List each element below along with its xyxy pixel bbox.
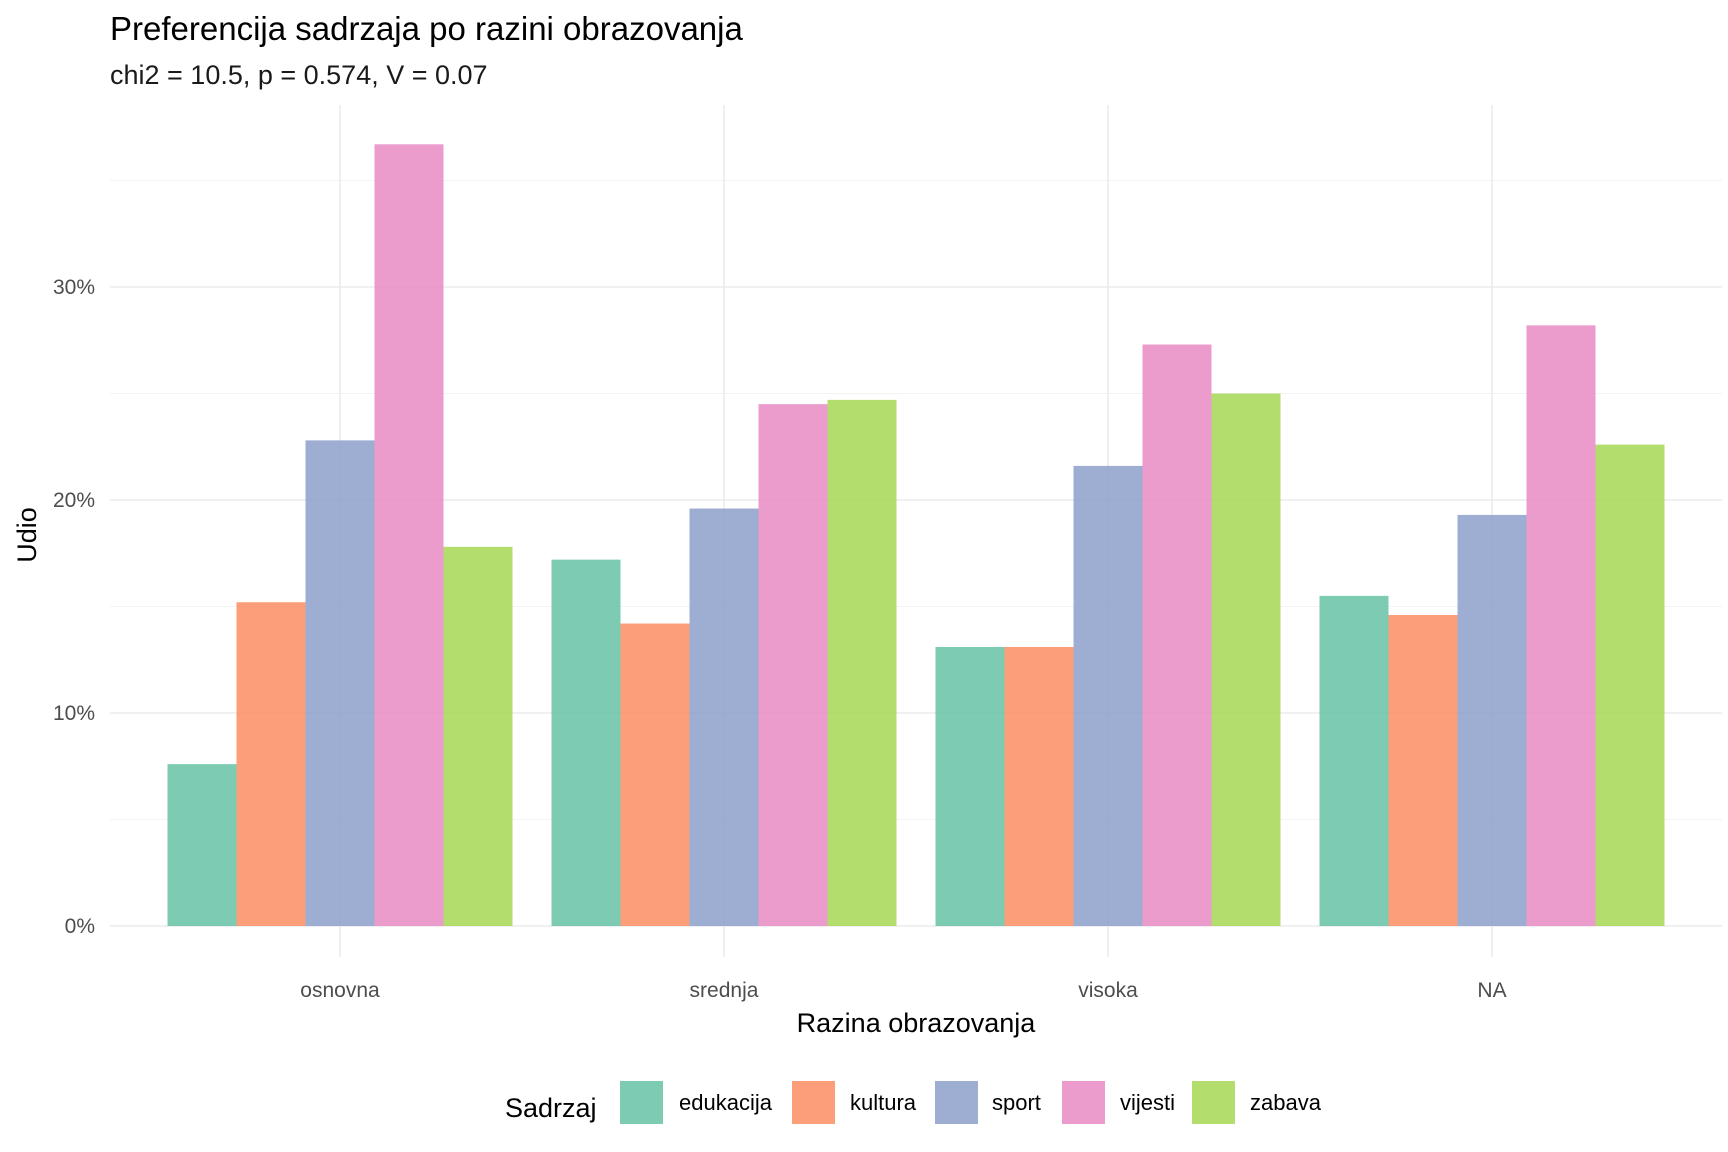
bar-sport-srednja <box>689 508 759 926</box>
x-tick-label: NA <box>1477 979 1506 1002</box>
bar-sport-osnovna <box>305 440 375 926</box>
legend-label-zabava: zabava <box>1250 1090 1322 1115</box>
y-axis-ticks: 0% 10% 20% 30% <box>53 276 95 938</box>
legend-key-edukacija <box>620 1081 663 1124</box>
legend-label-kultura: kultura <box>850 1090 917 1115</box>
x-tick-label: osnovna <box>300 979 380 1002</box>
legend-key-zabava <box>1192 1081 1235 1124</box>
x-tick-label: visoka <box>1078 979 1138 1002</box>
bar-zabava-visoka <box>1211 393 1281 926</box>
x-axis-title: Razina obrazovanja <box>797 1008 1037 1038</box>
bar-vijesti-osnovna <box>374 144 444 927</box>
bar-edukacija-NA <box>1319 595 1389 926</box>
y-axis-title: Udio <box>12 507 42 563</box>
bar-edukacija-osnovna <box>167 764 237 926</box>
bar-edukacija-visoka <box>935 646 1005 926</box>
bar-zabava-NA <box>1595 444 1665 926</box>
bar-kultura-osnovna <box>236 602 306 926</box>
bar-sport-visoka <box>1073 465 1143 926</box>
x-tick-label: srednja <box>690 979 759 1002</box>
legend-label-sport: sport <box>992 1090 1041 1115</box>
y-tick-label: 0% <box>65 915 95 938</box>
legend-key-kultura <box>792 1081 835 1124</box>
bar-kultura-visoka <box>1004 646 1074 926</box>
y-tick-label: 20% <box>53 489 95 512</box>
y-tick-label: 30% <box>53 276 95 299</box>
bar-zabava-osnovna <box>443 546 513 926</box>
x-axis-ticks: osnovna srednja visoka NA <box>300 979 1506 1002</box>
legend-key-vijesti <box>1062 1081 1105 1124</box>
bar-vijesti-srednja <box>758 404 828 926</box>
y-tick-label: 10% <box>53 702 95 725</box>
bar-zabava-srednja <box>827 399 897 926</box>
legend-label-edukacija: edukacija <box>679 1090 773 1115</box>
bars <box>167 144 1665 927</box>
bar-kultura-NA <box>1388 615 1458 926</box>
bar-edukacija-srednja <box>551 559 621 926</box>
chart-title: Preferencija sadrzaja po razini obrazova… <box>110 10 743 47</box>
bar-kultura-srednja <box>620 623 690 926</box>
legend-title: Sadrzaj <box>505 1093 597 1123</box>
legend-label-vijesti: vijesti <box>1120 1090 1175 1115</box>
bar-vijesti-NA <box>1526 325 1596 927</box>
legend: Sadrzaj edukacija kultura sport vijesti zaba… <box>505 1081 1322 1124</box>
chart-subtitle: chi2 = 10.5, p = 0.574, V = 0.07 <box>110 60 488 90</box>
bar-sport-NA <box>1457 514 1527 926</box>
legend-key-sport <box>935 1081 978 1124</box>
bar-vijesti-visoka <box>1142 344 1212 926</box>
